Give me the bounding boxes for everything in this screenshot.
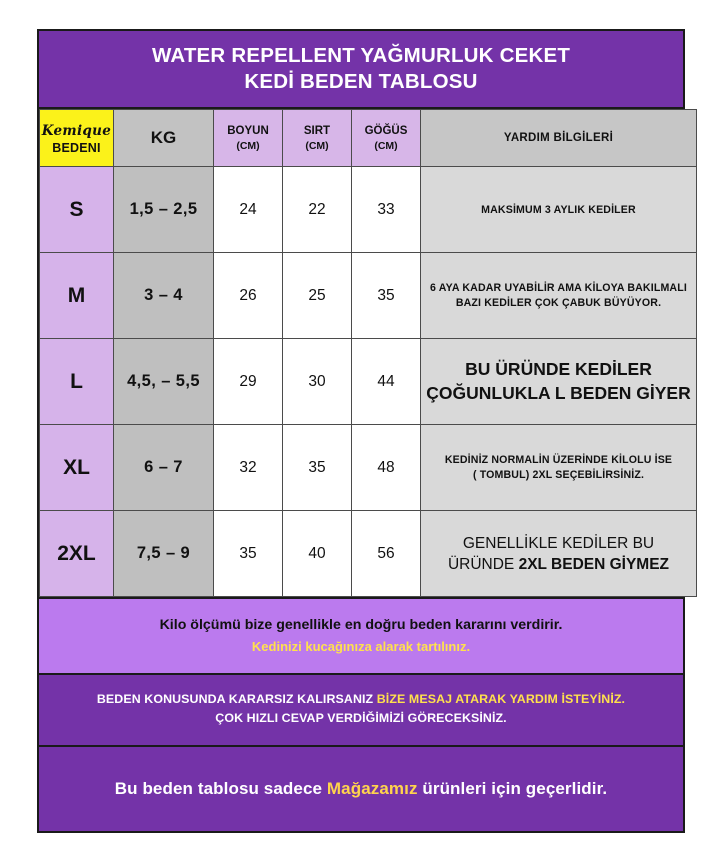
table-row: 2XL 7,5 – 9 35 40 56 GENELLİKLE KEDİLER … (39, 510, 697, 598)
help-line-1: 6 AYA KADAR UYABİLİR AMA KİLOYA BAKILMAL… (430, 282, 687, 295)
weight-note-panel: Kilo ölçümü bize genellikle en doğru bed… (39, 597, 683, 676)
cell-sirt: 30 (282, 338, 352, 426)
cell-size: 2XL (39, 510, 114, 598)
cell-kg: 4,5, – 5,5 (113, 338, 214, 426)
header-cell-gogus: GÖĞÜS (CM) (351, 109, 421, 168)
chart-title-line-2: KEDİ BEDEN TABLOSU (244, 70, 478, 94)
cell-size: M (39, 252, 114, 340)
contact-note-line-1-highlight: BİZE MESAJ ATARAK YARDIM İSTEYİNİZ. (376, 692, 626, 707)
header-cell-boyun: BOYUN (CM) (213, 109, 283, 168)
cell-gogus: 44 (351, 338, 421, 426)
help-line-2: ( TOMBUL) 2XL SEÇEBİLİRSİNİZ. (472, 468, 645, 481)
cell-sirt: 25 (282, 252, 352, 340)
cell-size: L (39, 338, 114, 426)
header-label-beden: BEDENI (52, 141, 101, 156)
contact-note-panel: BEDEN KONUSUNDA KARARSIZ KALIRSANIZ BİZE… (39, 675, 683, 747)
scope-note-post: ürünleri için geçerlidir. (417, 778, 608, 798)
chart-title-bar: WATER REPELLENT YAĞMURLUK CEKET KEDİ BED… (39, 31, 683, 110)
cell-help: BU ÜRÜNDE KEDİLER ÇOĞUNLUKLA L BEDEN GİY… (420, 338, 697, 426)
help-line-1: MAKSİMUM 3 AYLIK KEDİLER (481, 203, 636, 216)
scope-note-panel: Bu beden tablosu sadece Mağazamız ürünle… (39, 746, 683, 831)
cell-kg: 7,5 – 9 (113, 510, 214, 598)
table-row: XL 6 – 7 32 35 48 KEDİNİZ NORMALİN ÜZERİ… (39, 424, 697, 512)
cell-size: XL (39, 424, 114, 512)
cell-sirt: 22 (282, 166, 352, 254)
weight-note-line-2: Kedinizi kucağınıza alarak tartılınız. (251, 638, 471, 654)
contact-note-line-1: BEDEN KONUSUNDA KARARSIZ KALIRSANIZ BİZE… (49, 690, 673, 709)
weight-note-line-1: Kilo ölçümü bize genellikle en doğru bed… (159, 617, 563, 634)
help-line-2: BAZI KEDİLER ÇOK ÇABUK BÜYÜYOR. (455, 296, 662, 309)
cell-boyun: 29 (213, 338, 283, 426)
table-row: L 4,5, – 5,5 29 30 44 BU ÜRÜNDE KEDİLER … (39, 338, 697, 426)
help-line-2: ÇOĞUNLUKLA L BEDEN GİYER (426, 382, 691, 403)
help-line-1: GENELLİKLE KEDİLER BU (462, 534, 655, 552)
brand-name-label: Kemique (41, 122, 112, 139)
cell-gogus: 48 (351, 424, 421, 512)
scope-note-pre: Bu beden tablosu sadece (114, 778, 327, 798)
cell-boyun: 32 (213, 424, 283, 512)
cell-gogus: 56 (351, 510, 421, 598)
table-row: S 1,5 – 2,5 24 22 33 MAKSİMUM 3 AYLIK KE… (39, 166, 697, 254)
cell-kg: 3 – 4 (113, 252, 214, 340)
table-row: M 3 – 4 26 25 35 6 AYA KADAR UYABİLİR AM… (39, 252, 697, 340)
scope-note-highlight: Mağazamız (326, 778, 418, 798)
header-unit-boyun: (CM) (236, 140, 260, 153)
cell-sirt: 35 (282, 424, 352, 512)
cell-kg: 6 – 7 (113, 424, 214, 512)
header-label-sirt: SIRT (303, 124, 331, 137)
cell-help: KEDİNİZ NORMALİN ÜZERİNDE KİLOLU İSE ( T… (420, 424, 697, 512)
help-line-2-bold: 2XL BEDEN GİYMEZ (518, 555, 670, 573)
cell-gogus: 35 (351, 252, 421, 340)
help-line-1: KEDİNİZ NORMALİN ÜZERİNDE KİLOLU İSE (444, 454, 673, 467)
contact-note-line-1-normal: BEDEN KONUSUNDA KARARSIZ KALIRSANIZ (96, 692, 377, 707)
help-line-2: ÜRÜNDE 2XL BEDEN GİYMEZ (421, 554, 696, 575)
chart-title-line-1: WATER REPELLENT YAĞMURLUK CEKET (151, 44, 571, 67)
help-line-1: BU ÜRÜNDE KEDİLER (465, 359, 652, 380)
cell-boyun: 26 (213, 252, 283, 340)
header-cell-help: YARDIM BİLGİLERİ (420, 109, 697, 168)
size-table: Kemique BEDENI KG BOYUN (CM) SIRT (CM) G… (39, 109, 697, 598)
cell-gogus: 33 (351, 166, 421, 254)
contact-note-line-2: ÇOK HIZLI CEVAP VERDİĞİMİZİ GÖRECEKSİNİZ… (215, 711, 507, 726)
size-chart-frame: WATER REPELLENT YAĞMURLUK CEKET KEDİ BED… (37, 29, 697, 833)
cell-boyun: 24 (213, 166, 283, 254)
header-cell-brand-size: Kemique BEDENI (39, 109, 114, 168)
header-unit-sirt: (CM) (305, 140, 329, 153)
table-header-row: Kemique BEDENI KG BOYUN (CM) SIRT (CM) G… (39, 109, 697, 168)
cell-boyun: 35 (213, 510, 283, 598)
cell-help: GENELLİKLE KEDİLER BU ÜRÜNDE 2XL BEDEN G… (420, 510, 697, 598)
cell-sirt: 40 (282, 510, 352, 598)
header-unit-gogus: (CM) (374, 140, 398, 153)
cell-size: S (39, 166, 114, 254)
header-label-gogus: GÖĞÜS (364, 124, 408, 137)
header-cell-kg: KG (113, 109, 214, 168)
help-line-2-normal: ÜRÜNDE (447, 555, 519, 573)
cell-kg: 1,5 – 2,5 (113, 166, 214, 254)
cell-help: 6 AYA KADAR UYABİLİR AMA KİLOYA BAKILMAL… (420, 252, 697, 340)
scope-note-line: Bu beden tablosu sadece Mağazamız ürünle… (115, 779, 607, 799)
header-label-boyun: BOYUN (227, 124, 269, 137)
header-cell-sirt: SIRT (CM) (282, 109, 352, 168)
cell-help: MAKSİMUM 3 AYLIK KEDİLER (420, 166, 697, 254)
